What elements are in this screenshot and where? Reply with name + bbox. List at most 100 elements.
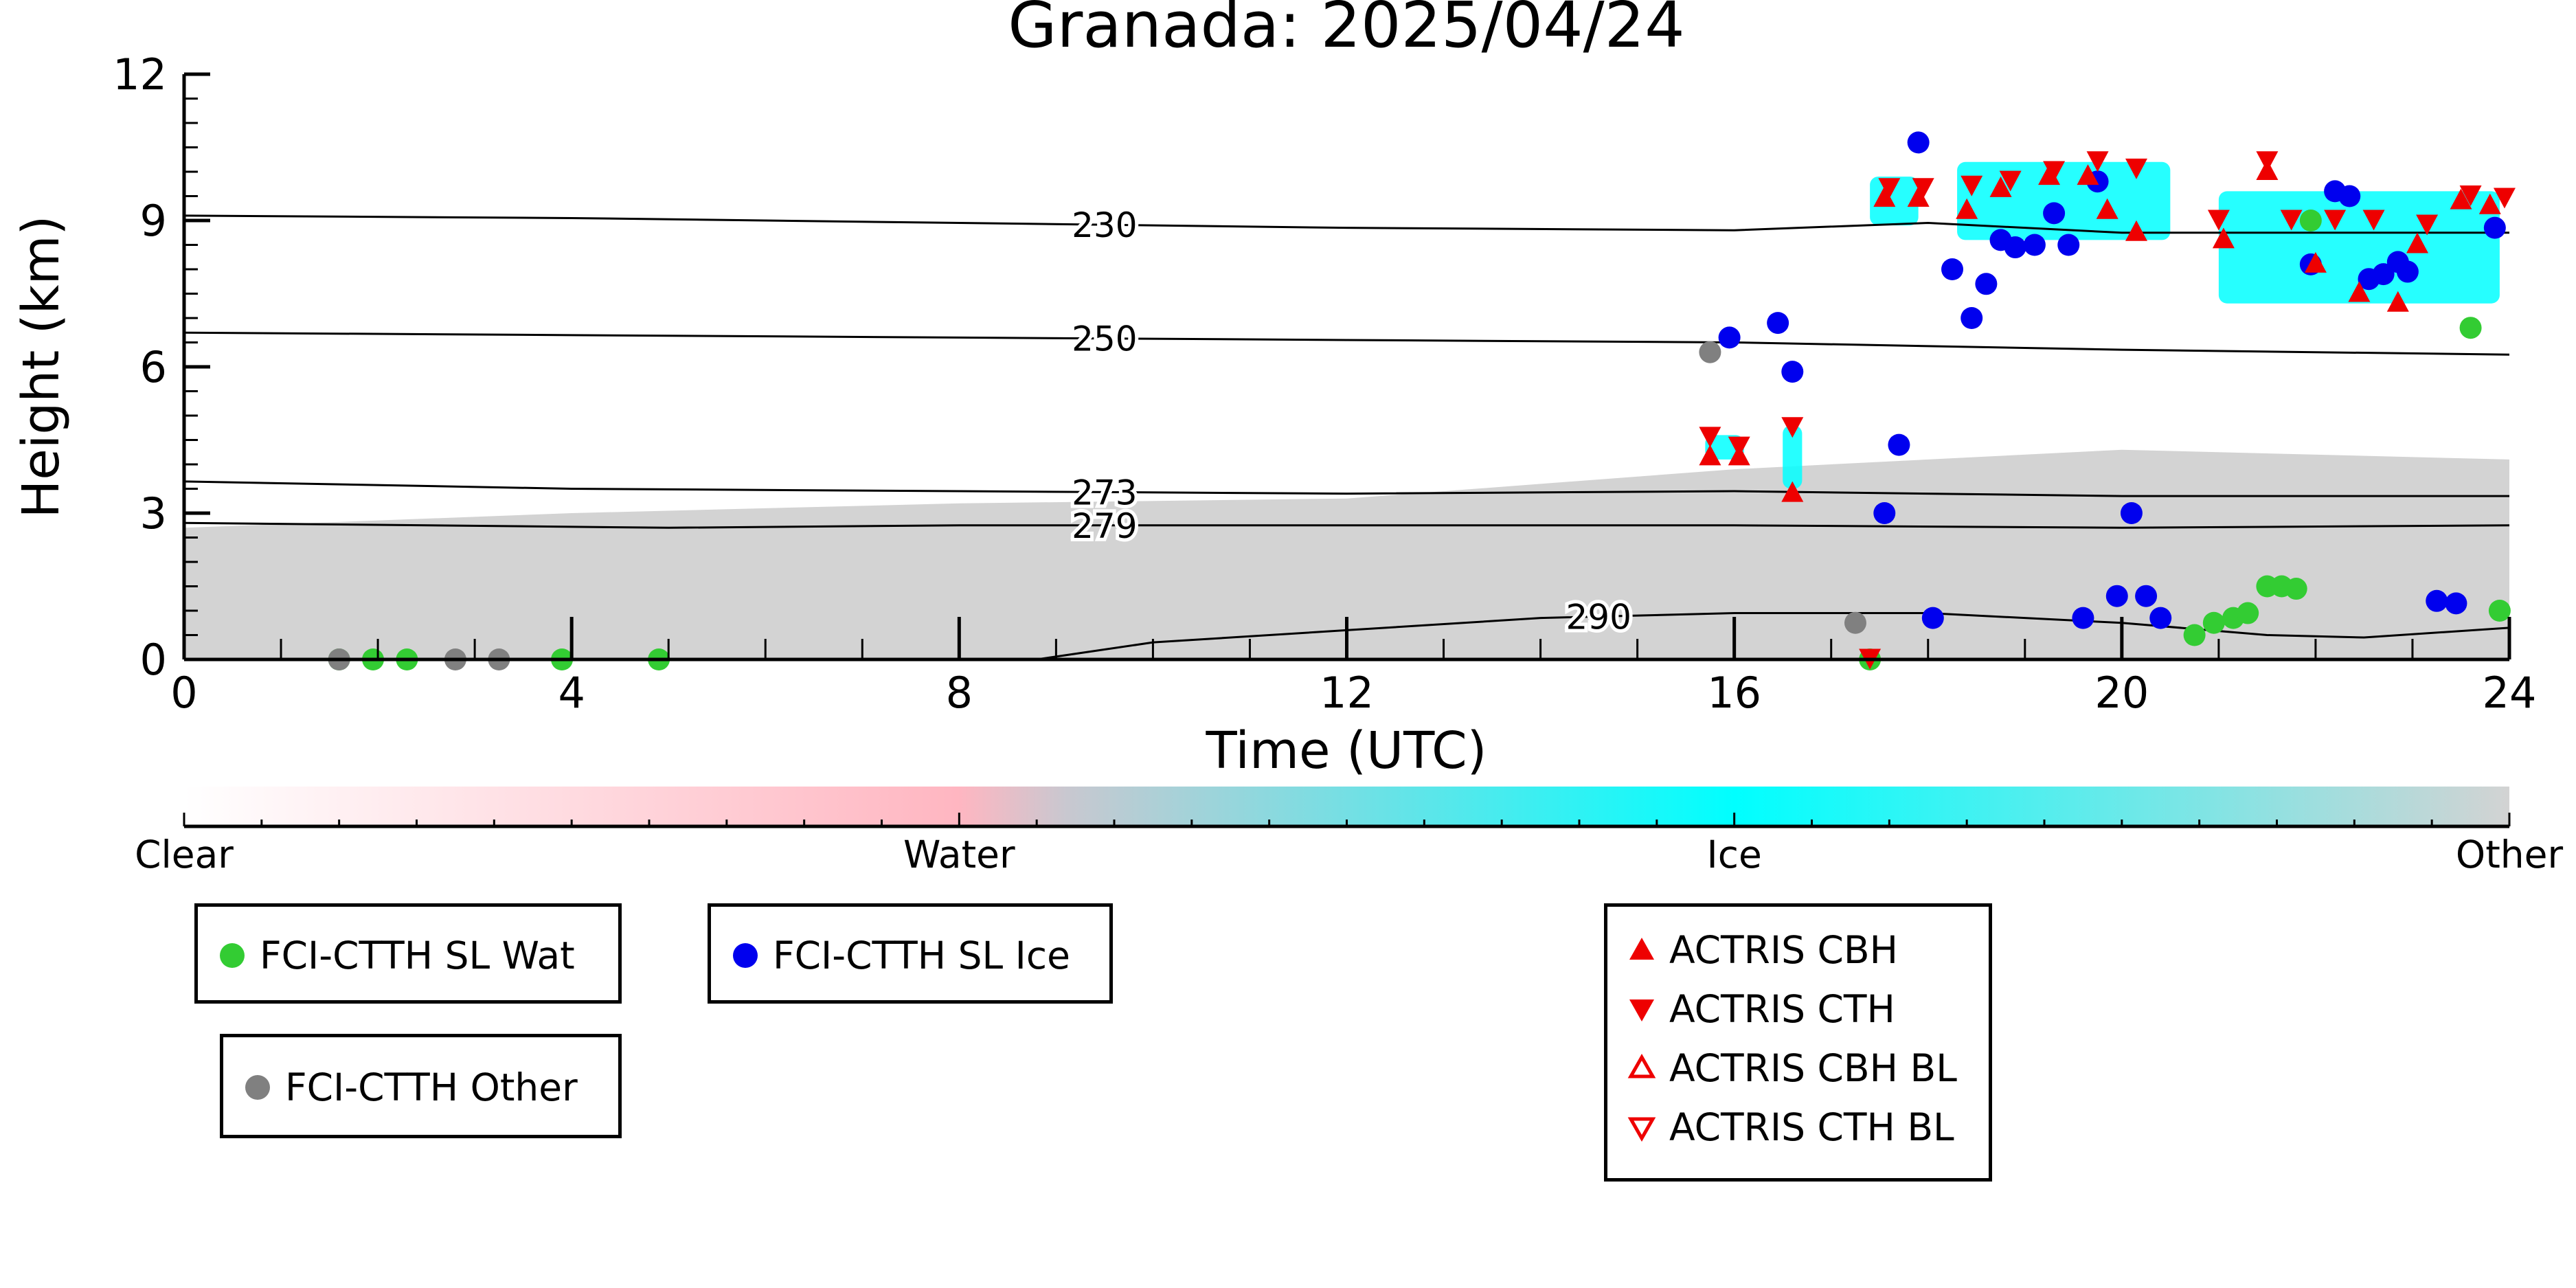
marker-triangle-up: [2212, 227, 2235, 249]
marker-triangle-down: [2086, 151, 2109, 172]
marker-point: [1907, 131, 1930, 154]
legend-label-cth-bl: ACTRIS CTH BL: [1669, 1105, 1954, 1149]
isotherm-lines: [184, 214, 2509, 659]
marker-point: [2488, 600, 2511, 622]
isotherm-label: 290: [1566, 598, 1631, 637]
colorbar-label: Other: [2456, 833, 2564, 877]
y-tick-label: 12: [113, 49, 167, 100]
marker-triangle-down: [1961, 175, 1983, 196]
marker-triangle-up: [1781, 481, 1804, 502]
chart-title: Granada: 2025/04/24: [1008, 0, 1684, 62]
red-triangle-down-outline-icon: [1621, 1107, 1669, 1148]
isotherm-label: 273: [1072, 473, 1137, 512]
legend-entry-cth-bl: ACTRIS CTH BL: [1621, 1098, 1989, 1157]
marker-point: [2072, 607, 2094, 629]
marker-triangle-down: [1878, 178, 1901, 199]
red-triangle-up-icon: [1621, 929, 1669, 971]
legend-label-other: FCI-CTTH Other: [285, 1065, 578, 1109]
marker-point: [2372, 263, 2395, 286]
marker-triangle-down: [2459, 185, 2482, 206]
marker-triangle-up: [1699, 444, 1721, 466]
marker-triangle-down: [1728, 436, 1750, 457]
legend-label-wat: FCI-CTTH SL Wat: [260, 934, 575, 978]
marker-point: [1961, 307, 1983, 329]
ice-cloud-patch: [1870, 177, 1919, 226]
background-gray-field: [184, 449, 2509, 659]
marker-point: [2459, 317, 2482, 339]
marker-triangle-down: [2416, 214, 2439, 236]
axis-tick-labels: 0 4 8 12 16 20 24 0 3 6 9 12: [113, 49, 2536, 718]
marker-triangle-up: [2478, 193, 2501, 214]
marker-point: [2483, 216, 2506, 239]
marker-point: [2120, 502, 2143, 524]
marker-triangle-up: [1907, 186, 1930, 207]
marker-triangle-down: [1999, 170, 2022, 192]
x-tick-label: 20: [2094, 668, 2149, 718]
legend-entry-ice: FCI-CTTH SL Ice: [725, 926, 1109, 985]
legend-entry-other: FCI-CTTH Other: [237, 1058, 618, 1117]
marker-point: [1941, 258, 1964, 280]
isotherm-230: [184, 214, 2509, 234]
marker-triangle-up: [2096, 198, 2119, 219]
x-axis-label: Time (UTC): [1205, 721, 1487, 780]
marker-triangle-down: [2493, 188, 2516, 209]
marker-triangle-up: [1873, 186, 1896, 207]
marker-point: [1873, 502, 1896, 524]
isotherm-250: [184, 331, 2509, 356]
legend-label-ice: FCI-CTTH SL Ice: [773, 934, 1070, 978]
marker-triangle-up: [2125, 220, 2147, 241]
red-triangle-up-outline-icon: [1621, 1048, 1669, 1089]
legend-other: FCI-CTTH Other: [220, 1034, 622, 1138]
marker-triangle-up: [2406, 232, 2429, 253]
marker-triangle-down: [2125, 158, 2147, 179]
marker-point: [1699, 341, 1721, 363]
x-tick-label: 24: [2483, 668, 2537, 718]
marker-point: [2396, 260, 2419, 283]
marker-point: [2057, 234, 2080, 256]
x-tick-label: 16: [1707, 668, 1761, 718]
marker-triangle-down: [1912, 178, 1934, 199]
plot-area: [184, 161, 2509, 659]
marker-point: [2183, 624, 2206, 646]
isotherm-label: 230: [1072, 205, 1137, 245]
marker-point: [2004, 236, 2026, 259]
marker-triangle-down: [2043, 161, 2066, 182]
marker-triangle-down: [2362, 210, 2385, 231]
marker-triangle-down: [2280, 210, 2303, 231]
legend-wat: FCI-CTTH SL Wat: [194, 903, 622, 1004]
marker-point: [2149, 607, 2172, 629]
isotherm-273: [184, 480, 2509, 497]
y-axis-label: Height (km): [12, 216, 71, 519]
colorbar-ticks: [183, 813, 2511, 826]
colorbar-labels: Clear Water Ice Other: [135, 833, 2563, 877]
y-tick-label: 6: [140, 342, 167, 392]
green-circle-icon: [212, 935, 260, 976]
ice-cloud-patch: [1783, 425, 1803, 489]
marker-point: [2202, 611, 2225, 634]
colorbar-label: Water: [903, 833, 1015, 877]
marker-triangle-up: [2450, 188, 2472, 210]
marker-triangle-down: [2256, 151, 2279, 172]
legend-entry-cbh-bl: ACTRIS CBH BL: [1621, 1039, 1989, 1098]
marker-point: [1718, 326, 1741, 349]
legend-entry-cbh: ACTRIS CBH: [1621, 920, 1989, 980]
legend-label-cbh: ACTRIS CBH: [1669, 928, 1898, 972]
marker-point: [1767, 312, 1789, 335]
marker-triangle-up: [2077, 164, 2099, 185]
marker-triangle-up: [2348, 281, 2371, 302]
legend-actris: ACTRIS CBH ACTRIS CTH ACTRIS CBH BL ACTR…: [1604, 903, 1992, 1182]
marker-point: [2285, 578, 2307, 600]
x-tick-label: 0: [170, 668, 197, 718]
y-tick-label: 9: [140, 196, 167, 246]
marker-triangle-up: [1989, 176, 2012, 197]
marker-point: [2445, 592, 2467, 615]
marker-point: [2023, 234, 2046, 256]
x-tick-label: 4: [558, 668, 585, 718]
marker-point: [1781, 361, 1804, 383]
x-tick-label: 12: [1320, 668, 1374, 718]
marker-triangle-up: [2386, 291, 2409, 312]
legend-label-cth: ACTRIS CTH: [1669, 987, 1895, 1031]
legend-label-cbh-bl: ACTRIS CBH BL: [1669, 1046, 1957, 1090]
colorbar-label: Ice: [1707, 833, 1762, 877]
